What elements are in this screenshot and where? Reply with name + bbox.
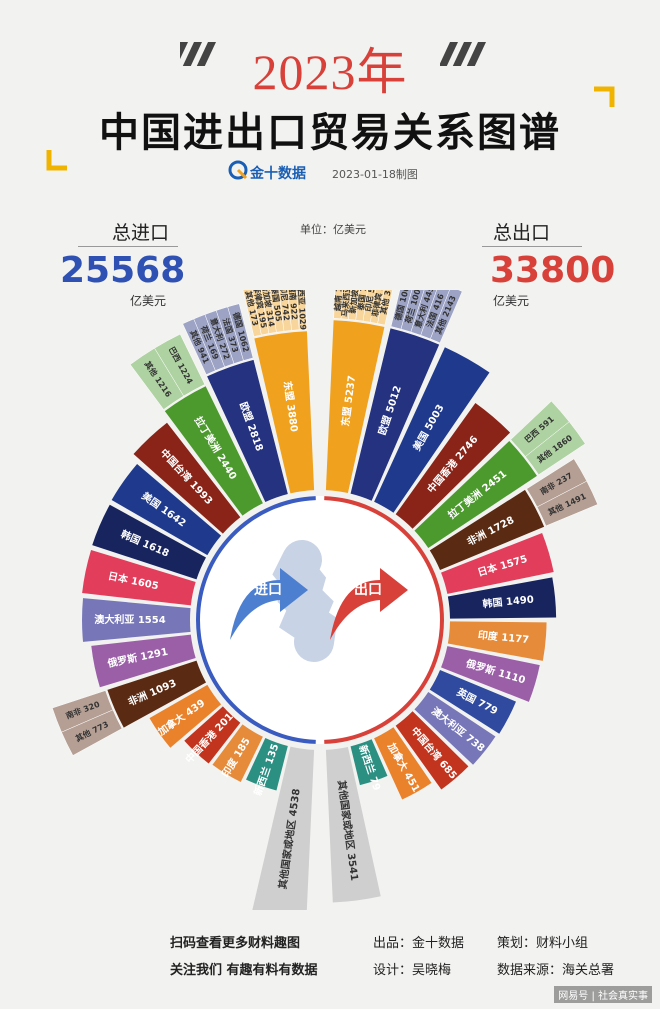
- export-sub-slice: [377, 290, 393, 326]
- export-slice: [350, 739, 388, 786]
- follow-text: 关注我们 有趣有料有数据: [170, 963, 318, 978]
- export-slice: [395, 711, 469, 790]
- producer-credit: 出品：金十数据: [373, 936, 465, 951]
- export-slice: [447, 621, 547, 661]
- import-slice: [252, 746, 315, 910]
- total-export-value: 33800: [490, 250, 616, 291]
- import-sub-slice: [242, 290, 262, 337]
- export-slice: [325, 746, 381, 903]
- export-slice: [441, 532, 554, 594]
- bracket-right: [594, 86, 615, 107]
- export-sub-label: 越南 1376: [332, 290, 344, 312]
- export-arrow-label: 出口: [354, 581, 382, 598]
- export-arrow-icon: [330, 568, 408, 640]
- export-slice: [350, 328, 440, 501]
- export-sub-slice: [430, 290, 463, 344]
- export-slice: [429, 669, 516, 734]
- designer-credit: 设计：吴晓梅: [373, 963, 452, 978]
- china-map-shape: [272, 540, 338, 662]
- import-arrow-label: 进口: [254, 582, 282, 598]
- total-export-unit: 亿美元: [493, 294, 530, 308]
- import-slice: [212, 724, 263, 783]
- export-slice: [447, 577, 557, 619]
- planner-credit: 策划：财料小组: [497, 936, 589, 951]
- import-sub-label: 越南 922: [287, 290, 300, 320]
- bracket-left: [46, 150, 67, 171]
- export-slice: [395, 402, 511, 529]
- import-slice: [91, 634, 196, 688]
- brand-logo-icon: [228, 160, 248, 180]
- unit-label: 单位：亿美元: [300, 223, 366, 236]
- import-slice: [92, 504, 207, 580]
- total-import-value: 25568: [60, 250, 186, 291]
- divider: [78, 246, 178, 247]
- title-decoration-left: [180, 42, 216, 66]
- watermark-corner: 网易号 | 社会真实事: [554, 986, 652, 1003]
- page-title: 中国进出口贸易关系图谱: [99, 110, 561, 156]
- draw-date: 2023-01-18制图: [332, 168, 418, 181]
- source-credit: 数据来源：海关总署: [497, 963, 615, 978]
- export-sub-slice: [525, 421, 586, 476]
- import-sub-slice: [129, 347, 184, 410]
- year-heading: 2023年: [252, 44, 408, 100]
- import-slice: [111, 463, 222, 556]
- total-import-unit: 亿美元: [130, 294, 167, 308]
- export-slice: [325, 320, 385, 494]
- import-slice: [133, 422, 241, 534]
- export-slice: [374, 347, 490, 513]
- import-slice: [254, 331, 315, 494]
- export-slice: [414, 691, 496, 765]
- import-slice-label: 澳大利亚 1554: [94, 613, 165, 626]
- title-decoration-right: [440, 42, 486, 66]
- total-import-label: 总进口: [112, 222, 170, 244]
- import-slice: [149, 684, 222, 748]
- import-slice: [184, 706, 241, 764]
- import-slice: [82, 598, 191, 642]
- export-slice: [429, 489, 545, 571]
- import-slice: [246, 737, 288, 791]
- import-slice: [82, 550, 196, 606]
- import-slice: [107, 660, 207, 728]
- export-sub-slice: [536, 480, 598, 527]
- export-slice: [374, 727, 432, 800]
- scan-text: 扫码查看更多财料趣图: [170, 936, 301, 951]
- import-slice: [207, 359, 288, 503]
- import-sub-slice: [61, 709, 123, 756]
- import-sub-slice: [182, 318, 216, 375]
- import-arrow-icon: [230, 568, 308, 640]
- brand-name: 金十数据: [250, 166, 306, 182]
- qr-placeholder: [0, 920, 660, 1009]
- divider: [482, 246, 582, 247]
- export-slice: [441, 646, 540, 702]
- import-slice: [164, 386, 263, 516]
- export-slice: [414, 441, 537, 549]
- total-export-label: 总出口: [493, 222, 551, 244]
